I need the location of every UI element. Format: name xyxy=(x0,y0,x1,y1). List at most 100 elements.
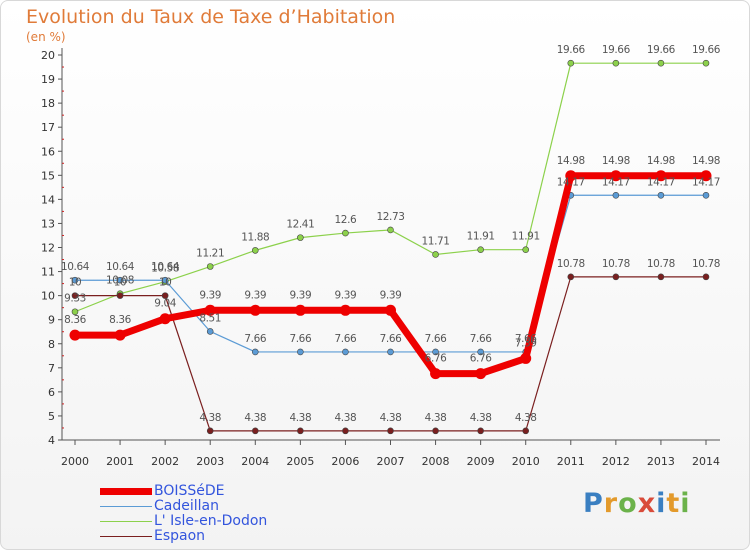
y-tick-label: 17 xyxy=(41,121,55,134)
data-label-boiss-de: 14.98 xyxy=(602,155,630,167)
data-label-cadeillan: 10.64 xyxy=(151,261,180,273)
data-label-espaon: 10.78 xyxy=(557,258,585,270)
y-tick-label: 11 xyxy=(41,266,55,279)
data-label-boiss-de: 9.39 xyxy=(335,289,357,301)
data-point-boiss-de xyxy=(430,368,442,380)
data-label-l-isle-en-dodon: 19.66 xyxy=(602,44,631,56)
legend-swatch xyxy=(100,535,152,538)
data-label-l-isle-en-dodon: 12.6 xyxy=(335,214,357,226)
data-point-l-isle-en-dodon xyxy=(342,229,349,237)
data-point-cadeillan xyxy=(477,348,484,356)
data-label-l-isle-en-dodon: 11.91 xyxy=(512,231,540,243)
legend-item-boiss-de: BOISSéDE xyxy=(100,484,267,499)
x-tick-label: 2004 xyxy=(241,455,269,468)
data-point-boiss-de xyxy=(520,352,532,364)
logo-letter: x xyxy=(637,488,657,519)
data-point-cadeillan xyxy=(612,191,620,199)
data-point-cadeillan xyxy=(657,191,665,199)
data-point-cadeillan xyxy=(161,276,169,284)
data-label-boiss-de: 8.36 xyxy=(64,314,86,326)
data-label-espaon: 10 xyxy=(159,277,172,289)
data-label-l-isle-en-dodon: 19.66 xyxy=(647,44,676,56)
chart-title: Evolution du Taux de Taxe d’Habitation xyxy=(26,6,396,28)
data-label-boiss-de: 14.98 xyxy=(647,155,675,167)
data-label-cadeillan: 7.66 xyxy=(244,333,266,345)
data-label-cadeillan: 7.66 xyxy=(425,333,447,345)
data-label-cadeillan: 7.66 xyxy=(289,333,311,345)
y-tick-label: 19 xyxy=(41,73,55,86)
data-label-l-isle-en-dodon: 11.21 xyxy=(196,248,224,260)
data-label-l-isle-en-dodon: 9.33 xyxy=(64,293,86,305)
data-label-cadeillan: 8.51 xyxy=(199,312,221,324)
data-point-espaon xyxy=(657,273,665,281)
data-label-cadeillan: 7.66 xyxy=(470,333,492,345)
legend-item-l-isle-en-dodon: L' Isle-en-Dodon xyxy=(100,514,267,529)
y-tick-label: 18 xyxy=(41,97,55,110)
logo-letter: t xyxy=(666,488,681,519)
y-tick-label: 9 xyxy=(48,314,55,327)
data-point-boiss-de xyxy=(69,329,81,341)
data-point-cadeillan xyxy=(71,276,79,284)
data-label-boiss-de: 8.36 xyxy=(109,314,131,326)
logo-letter: i xyxy=(656,488,667,519)
data-label-espaon: 4.38 xyxy=(470,412,492,424)
data-point-cadeillan xyxy=(342,348,349,356)
data-point-espaon xyxy=(522,427,530,435)
data-label-espaon: 4.38 xyxy=(425,412,447,424)
data-point-cadeillan xyxy=(297,348,304,356)
data-label-espaon: 4.38 xyxy=(515,412,537,424)
data-point-espaon xyxy=(116,292,124,299)
data-point-cadeillan xyxy=(387,348,394,356)
x-tick-label: 2000 xyxy=(61,455,89,468)
legend-label: L' Isle-en-Dodon xyxy=(154,513,268,529)
y-tick-label: 16 xyxy=(41,145,55,158)
data-point-l-isle-en-dodon xyxy=(387,226,394,234)
data-label-l-isle-en-dodon: 19.66 xyxy=(692,44,721,56)
data-point-l-isle-en-dodon xyxy=(657,59,665,67)
data-label-espaon: 4.38 xyxy=(380,412,402,424)
logo-letter: r xyxy=(603,488,619,519)
y-tick-label: 13 xyxy=(41,217,55,230)
data-point-l-isle-en-dodon xyxy=(477,246,484,253)
data-point-espaon xyxy=(297,427,304,435)
data-label-layer: 9.33 10.08 10.58 11.21 11.88 12.41 12.6 12.73 11… xyxy=(61,44,721,424)
data-point-l-isle-en-dodon xyxy=(522,246,530,253)
logo-letter: P xyxy=(583,488,604,519)
data-label-boiss-de: 9.39 xyxy=(380,289,402,301)
legend-swatch xyxy=(100,488,152,495)
logo-letter: i xyxy=(680,488,691,519)
data-point-espaon xyxy=(387,427,394,435)
data-point-espaon xyxy=(251,427,259,435)
x-tick-label: 2005 xyxy=(286,455,314,468)
data-label-boiss-de: 6.76 xyxy=(425,353,447,365)
data-point-espaon xyxy=(71,292,79,299)
data-label-l-isle-en-dodon: 12.73 xyxy=(376,211,404,223)
legend-label: Espaon xyxy=(154,528,206,544)
data-label-boiss-de: 14.98 xyxy=(692,155,720,167)
data-label-l-isle-en-dodon: 11.88 xyxy=(241,231,269,243)
y-tick-label: 6 xyxy=(48,386,55,399)
data-label-boiss-de: 9.39 xyxy=(199,289,221,301)
data-point-l-isle-en-dodon xyxy=(206,263,214,270)
data-label-cadeillan: 10.64 xyxy=(106,261,135,273)
data-label-boiss-de: 7.39 xyxy=(515,337,537,349)
data-label-l-isle-en-dodon: 11.91 xyxy=(467,231,495,243)
data-point-boiss-de xyxy=(610,170,622,182)
data-label-espaon: 4.38 xyxy=(199,412,221,424)
data-label-espaon: 10.78 xyxy=(692,258,720,270)
data-label-cadeillan: 10.64 xyxy=(61,261,90,273)
data-label-l-isle-en-dodon: 19.66 xyxy=(557,44,586,56)
data-label-cadeillan: 14.17 xyxy=(647,176,675,188)
y-tick-label: 7 xyxy=(48,362,55,375)
data-point-boiss-de xyxy=(249,304,261,316)
data-point-boiss-de xyxy=(114,329,126,341)
x-tick-label: 2009 xyxy=(467,455,495,468)
data-point-espaon xyxy=(477,427,484,435)
proxiti-logo: Proxiti xyxy=(583,488,691,519)
data-label-boiss-de: 9.04 xyxy=(154,298,176,310)
data-label-espaon: 4.38 xyxy=(244,412,266,424)
data-point-l-isle-en-dodon xyxy=(71,308,79,316)
data-label-espaon: 10 xyxy=(114,277,127,289)
